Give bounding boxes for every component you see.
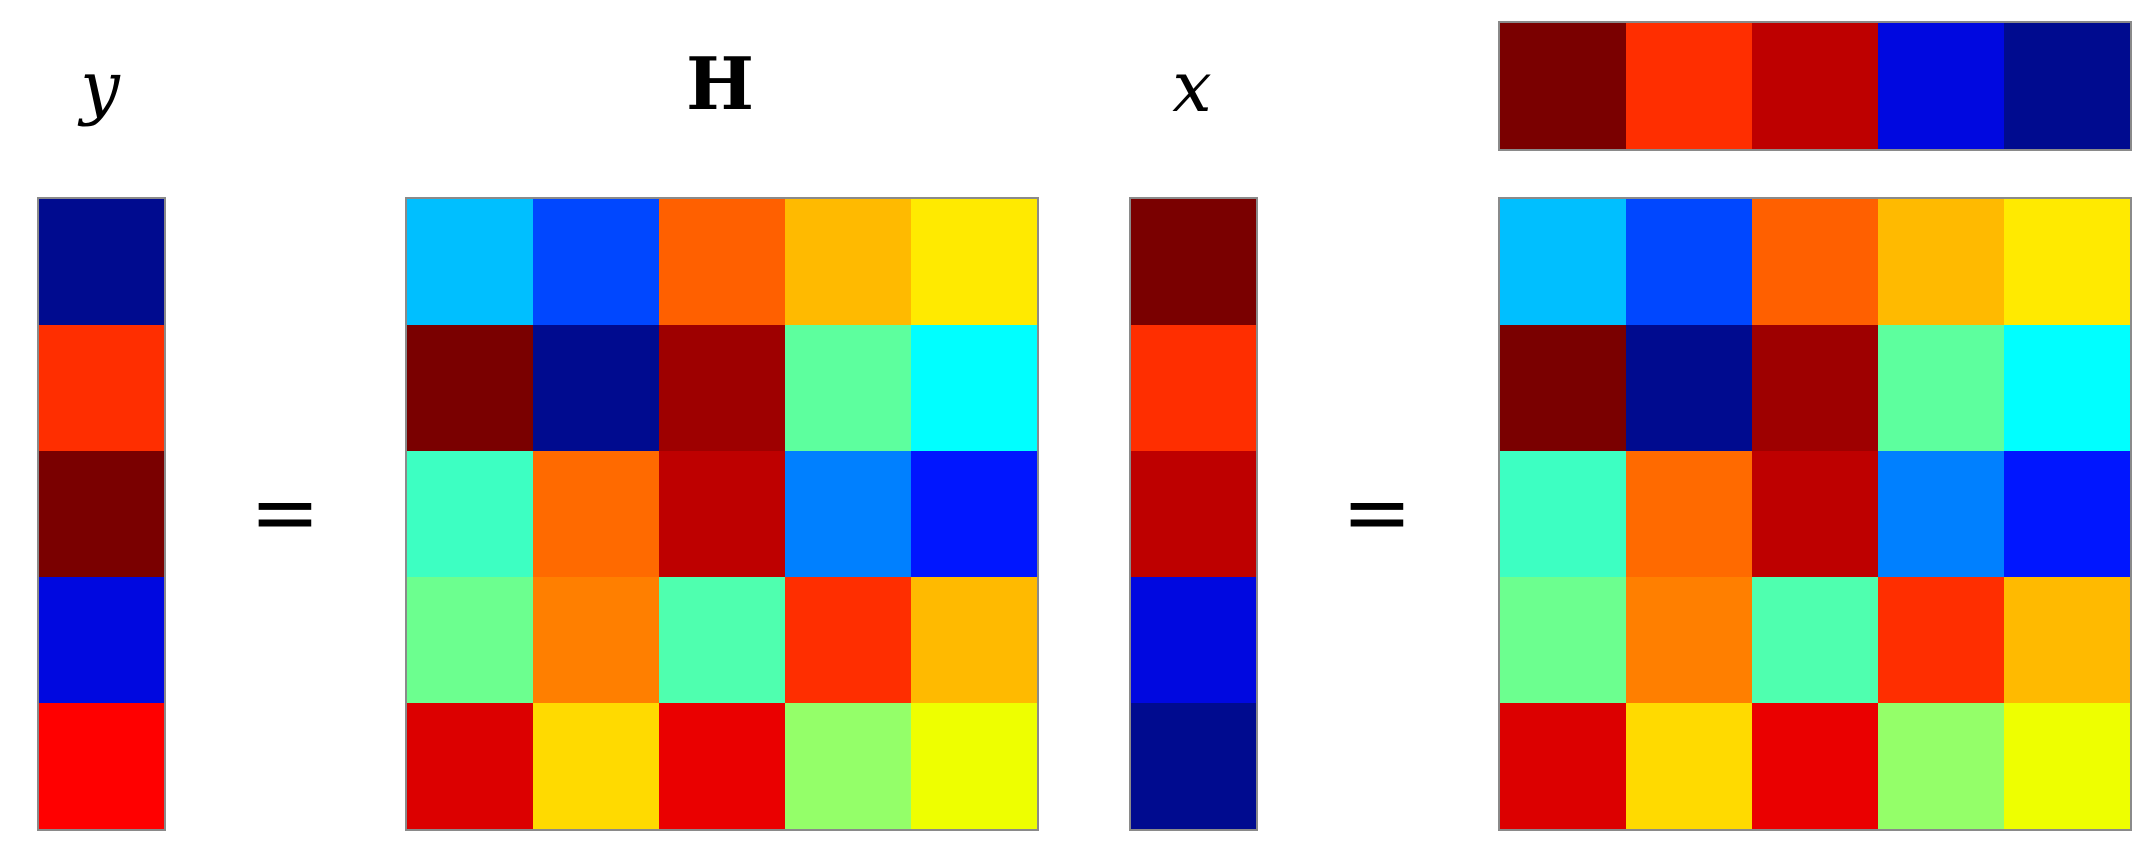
x-cell-5 bbox=[1131, 703, 1256, 829]
x-vector-transposed bbox=[1498, 21, 2132, 151]
y-cell-5 bbox=[39, 703, 164, 829]
h-cell-r1c3 bbox=[659, 199, 785, 325]
h-cell-r5c5 bbox=[911, 703, 1037, 829]
h-cell-r1c4 bbox=[785, 199, 911, 325]
y-vector-label: y bbox=[80, 46, 120, 128]
h-cell-r4c4 bbox=[785, 577, 911, 703]
h2-cell-r1c2 bbox=[1626, 199, 1752, 325]
h-matrix bbox=[405, 197, 1039, 831]
h2-cell-r3c4 bbox=[1878, 451, 2004, 577]
h-cell-r1c1 bbox=[407, 199, 533, 325]
h-cell-r3c2 bbox=[533, 451, 659, 577]
xt-cell-2 bbox=[1626, 23, 1752, 149]
h2-cell-r4c4 bbox=[1878, 577, 2004, 703]
h-matrix-weighted bbox=[1498, 197, 2132, 831]
h2-cell-r2c3 bbox=[1752, 325, 1878, 451]
h2-cell-r3c1 bbox=[1500, 451, 1626, 577]
x-vector bbox=[1129, 197, 1258, 831]
h2-cell-r4c1 bbox=[1500, 577, 1626, 703]
h-cell-r4c3 bbox=[659, 577, 785, 703]
h2-cell-r3c3 bbox=[1752, 451, 1878, 577]
h-cell-r5c2 bbox=[533, 703, 659, 829]
h-cell-r1c2 bbox=[533, 199, 659, 325]
h2-cell-r5c2 bbox=[1626, 703, 1752, 829]
h2-cell-r5c5 bbox=[2004, 703, 2130, 829]
xt-cell-1 bbox=[1500, 23, 1626, 149]
h2-cell-r2c4 bbox=[1878, 325, 2004, 451]
y-cell-4 bbox=[39, 577, 164, 703]
h-cell-r5c1 bbox=[407, 703, 533, 829]
y-cell-1 bbox=[39, 199, 164, 325]
equals-sign-left: = bbox=[249, 463, 321, 561]
h-cell-r3c4 bbox=[785, 451, 911, 577]
h2-cell-r1c3 bbox=[1752, 199, 1878, 325]
h2-cell-r1c5 bbox=[2004, 199, 2130, 325]
h2-cell-r3c2 bbox=[1626, 451, 1752, 577]
x-cell-2 bbox=[1131, 325, 1256, 451]
xt-cell-5 bbox=[2004, 23, 2130, 149]
h-matrix-label: H bbox=[685, 41, 755, 126]
h2-cell-r4c3 bbox=[1752, 577, 1878, 703]
h2-cell-r3c5 bbox=[2004, 451, 2130, 577]
h2-cell-r5c3 bbox=[1752, 703, 1878, 829]
x-vector-label: x bbox=[1172, 46, 1212, 128]
h-cell-r2c1 bbox=[407, 325, 533, 451]
h2-cell-r4c2 bbox=[1626, 577, 1752, 703]
h-cell-r5c3 bbox=[659, 703, 785, 829]
h2-cell-r2c2 bbox=[1626, 325, 1752, 451]
xt-cell-3 bbox=[1752, 23, 1878, 149]
h-cell-r4c2 bbox=[533, 577, 659, 703]
h-cell-r3c1 bbox=[407, 451, 533, 577]
h2-cell-r5c1 bbox=[1500, 703, 1626, 829]
h2-cell-r4c5 bbox=[2004, 577, 2130, 703]
x-cell-4 bbox=[1131, 577, 1256, 703]
h-cell-r2c2 bbox=[533, 325, 659, 451]
xt-cell-4 bbox=[1878, 23, 2004, 149]
h-cell-r2c5 bbox=[911, 325, 1037, 451]
x-cell-1 bbox=[1131, 199, 1256, 325]
y-cell-3 bbox=[39, 451, 164, 577]
h-cell-r3c5 bbox=[911, 451, 1037, 577]
h-cell-r1c5 bbox=[911, 199, 1037, 325]
equals-sign-right: = bbox=[1341, 463, 1413, 561]
y-vector bbox=[37, 197, 166, 831]
h-cell-r2c4 bbox=[785, 325, 911, 451]
x-cell-3 bbox=[1131, 451, 1256, 577]
h-cell-r4c5 bbox=[911, 577, 1037, 703]
h2-cell-r5c4 bbox=[1878, 703, 2004, 829]
h2-cell-r2c5 bbox=[2004, 325, 2130, 451]
h-cell-r5c4 bbox=[785, 703, 911, 829]
h2-cell-r1c4 bbox=[1878, 199, 2004, 325]
h-cell-r4c1 bbox=[407, 577, 533, 703]
h-cell-r2c3 bbox=[659, 325, 785, 451]
h-cell-r3c3 bbox=[659, 451, 785, 577]
y-cell-2 bbox=[39, 325, 164, 451]
h2-cell-r1c1 bbox=[1500, 199, 1626, 325]
h2-cell-r2c1 bbox=[1500, 325, 1626, 451]
